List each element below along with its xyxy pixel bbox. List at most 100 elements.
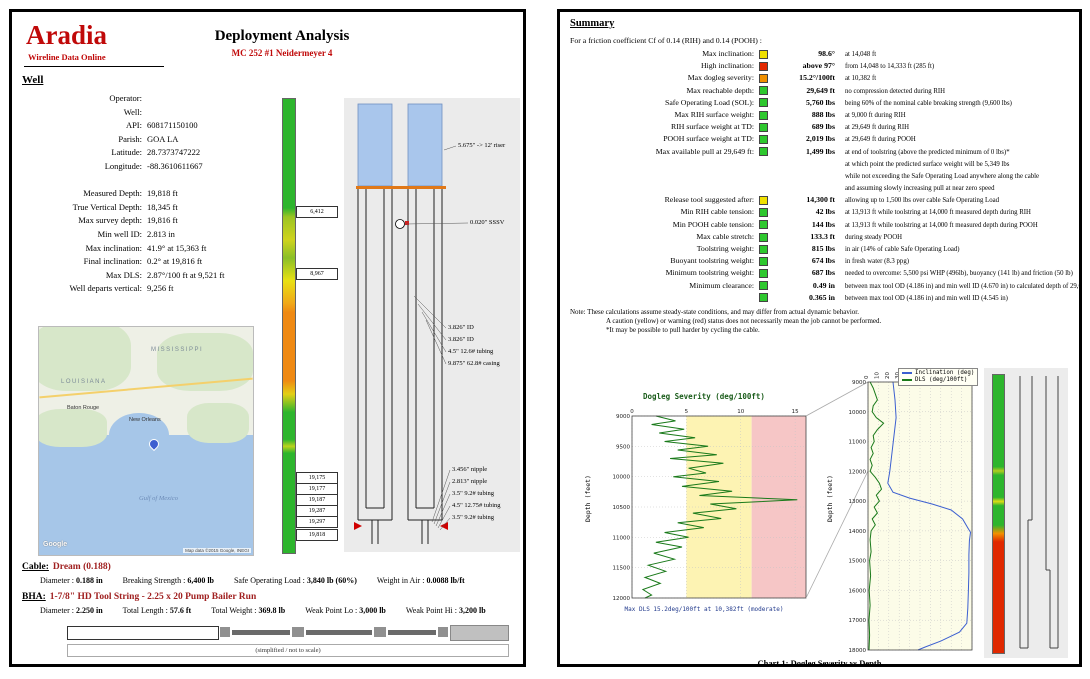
field-value: 9,256 ft — [147, 283, 174, 294]
annotation-leader-line — [417, 303, 447, 341]
y-tick-label: 9500 — [616, 444, 630, 450]
report-subtitle: MC 252 #1 Neidermeyer 4 — [231, 48, 333, 58]
map-label: LOUISIANA — [61, 379, 107, 385]
spec-item: Weak Point Lo : 3,000 lb — [305, 606, 386, 615]
annotation-leader-line — [425, 319, 447, 365]
field-value: 19,816 ft — [147, 215, 178, 226]
status-square-icon — [759, 49, 768, 59]
summary-row: at which point the predicted surface wei… — [566, 158, 1078, 170]
field-label: Parish: — [118, 133, 142, 144]
chartB-ylabel: Depth (feet) — [826, 475, 834, 522]
spec-value: 3,000 lb — [359, 606, 386, 615]
spec-item: Total Length : 57.6 ft — [123, 606, 192, 615]
summary-value: 14,300 ft — [806, 195, 835, 205]
summary-row: POOH surface weight at TD: 2,019 lbs at 29… — [566, 133, 1078, 145]
well-field-row: Well: — [18, 106, 328, 120]
summary-row: Max available pull at 29,649 ft: 1,499 lb… — [566, 146, 1078, 158]
field-value: GOA LA — [147, 133, 179, 144]
bottom-arrow-left-icon — [354, 522, 362, 530]
status-square-icon — [759, 232, 768, 242]
summary-row: and assuming slowly increasing pull at n… — [566, 182, 1078, 194]
summary-footnotes: Note: These calculations assume steady-s… — [570, 308, 1070, 335]
page-right: Summary For a friction coefficient Cf of… — [557, 9, 1082, 667]
summary-value: 144 lbs — [811, 219, 835, 229]
summary-value: 674 lbs — [811, 256, 835, 266]
y-tick-label: 18000 — [849, 648, 867, 654]
field-value: 18,345 ft — [147, 201, 178, 212]
toolstring-rod — [306, 630, 372, 635]
status-square-icon — [759, 74, 768, 84]
page-left: Aradia Wireline Data Online Deployment A… — [9, 9, 526, 667]
well-field-row: Measured Depth: 19,818 ft — [18, 187, 328, 201]
annotation-leader-line — [435, 493, 451, 527]
schematic-annotation: 3.5" 9.2# tubing — [452, 514, 495, 521]
summary-heading: Summary — [570, 18, 615, 29]
map-label: New Orleans — [129, 417, 161, 423]
well-section-heading: Well — [22, 74, 44, 86]
summary-label: Buoyant toolstring weight: — [670, 256, 754, 266]
field-value: 2.87°/100 ft at 9,521 ft — [147, 269, 225, 280]
status-square-icon — [759, 86, 768, 96]
field-label: Latitude: — [111, 147, 142, 158]
summary-value: 29,649 ft — [806, 85, 835, 95]
summary-note: needed to overcome: 5,500 psi WHP (496lb… — [845, 270, 1073, 278]
summary-value: 815 lbs — [811, 244, 835, 253]
toolstring-coupling — [438, 627, 448, 637]
summary-label: Max cable stretch: — [696, 231, 754, 241]
zoom-connector-lines — [806, 381, 869, 599]
plot-border — [631, 415, 807, 599]
wellbore-schematic-drawing — [344, 98, 520, 552]
schematic-annotation: 3.456" nipple — [452, 466, 488, 473]
summary-row: Release tool suggested after: 14,300 ft al… — [566, 194, 1078, 206]
logo-title: Aradia — [26, 20, 107, 50]
y-tick-label: 10000 — [613, 475, 631, 481]
status-square-icon — [759, 110, 768, 120]
field-value: 19,818 ft — [147, 188, 178, 199]
summary-label: Max RIH surface weight: — [674, 109, 754, 119]
spec-item: Diameter : 2.250 in — [40, 606, 103, 615]
depth-marker-column: 6,412 8,967 19,175 19,177 19,187 19,287 19,297… — [296, 98, 342, 552]
summary-note: at end of toolstring (above the predicte… — [845, 148, 1010, 156]
x-tick-label: 5 — [685, 409, 689, 415]
summary-label: Max reachable depth: — [686, 85, 754, 95]
well-field-row: Final inclination: 0.2° at 19,816 ft — [18, 255, 328, 269]
toolstring-rod — [388, 630, 436, 635]
legend-text: Inclination (deg) — [915, 370, 975, 376]
summary-value: 133.3 ft — [810, 231, 835, 241]
spec-value: 369.8 lb — [258, 606, 286, 615]
status-square-icon — [759, 135, 768, 145]
summary-value: 1,499 lbs — [805, 146, 835, 156]
summary-note: from 14,048 to 14,333 ft (285 ft) — [845, 63, 935, 71]
spec-item: Diameter : 0.188 in — [40, 576, 103, 585]
x-tick-label: 0 — [630, 409, 634, 415]
spec-value: 57.6 ft — [169, 606, 192, 615]
toolstring-rod — [232, 630, 290, 635]
schematic-annotation: 4.5" 12.75# tubing — [452, 502, 501, 509]
chartA-footnote: Max DLS 15.2deg/100ft at 10,382ft (moder… — [624, 606, 784, 613]
map-label: Baton Rouge — [67, 405, 100, 411]
annotation-leader-line — [433, 481, 451, 525]
x-tick-label: 10 — [874, 372, 880, 379]
field-label: Well: — [123, 106, 142, 117]
summary-note: in air (14% of cable Safe Operating Load… — [845, 246, 960, 253]
y-tick-label: 16000 — [849, 588, 867, 594]
summary-note: at 9,000 ft during RIH — [845, 111, 906, 119]
annotation-leader-line — [413, 295, 447, 329]
schematic-annotation: 5.675" -> 12' riser — [458, 142, 506, 149]
summary-note: no compression detected during RIH — [845, 87, 946, 95]
annotation-leader-line — [437, 505, 451, 529]
summary-note: between max tool OD (4.186 in) and min w… — [845, 294, 1008, 302]
toolstring-coupling — [220, 627, 230, 637]
schematic-annotation: 3.826" ID — [448, 324, 474, 331]
field-label: API: — [125, 120, 142, 131]
summary-value: 42 lbs — [815, 207, 835, 217]
spec-label: Safe Operating Load : — [233, 576, 307, 585]
summary-note: at 29,649 ft during POOH — [845, 136, 916, 144]
wellhead-line — [356, 186, 446, 189]
legend-swatch — [902, 378, 912, 381]
bha-specs-line: Diameter : 2.250 in Total Length : 57.6 f… — [40, 606, 506, 615]
field-label: Final inclination: — [83, 256, 142, 267]
well-field-row: Longitude: -88.3610611667 — [18, 160, 328, 174]
chartA-ylabel: Depth (feet) — [584, 475, 592, 522]
y-tick-label: 11000 — [849, 440, 867, 446]
